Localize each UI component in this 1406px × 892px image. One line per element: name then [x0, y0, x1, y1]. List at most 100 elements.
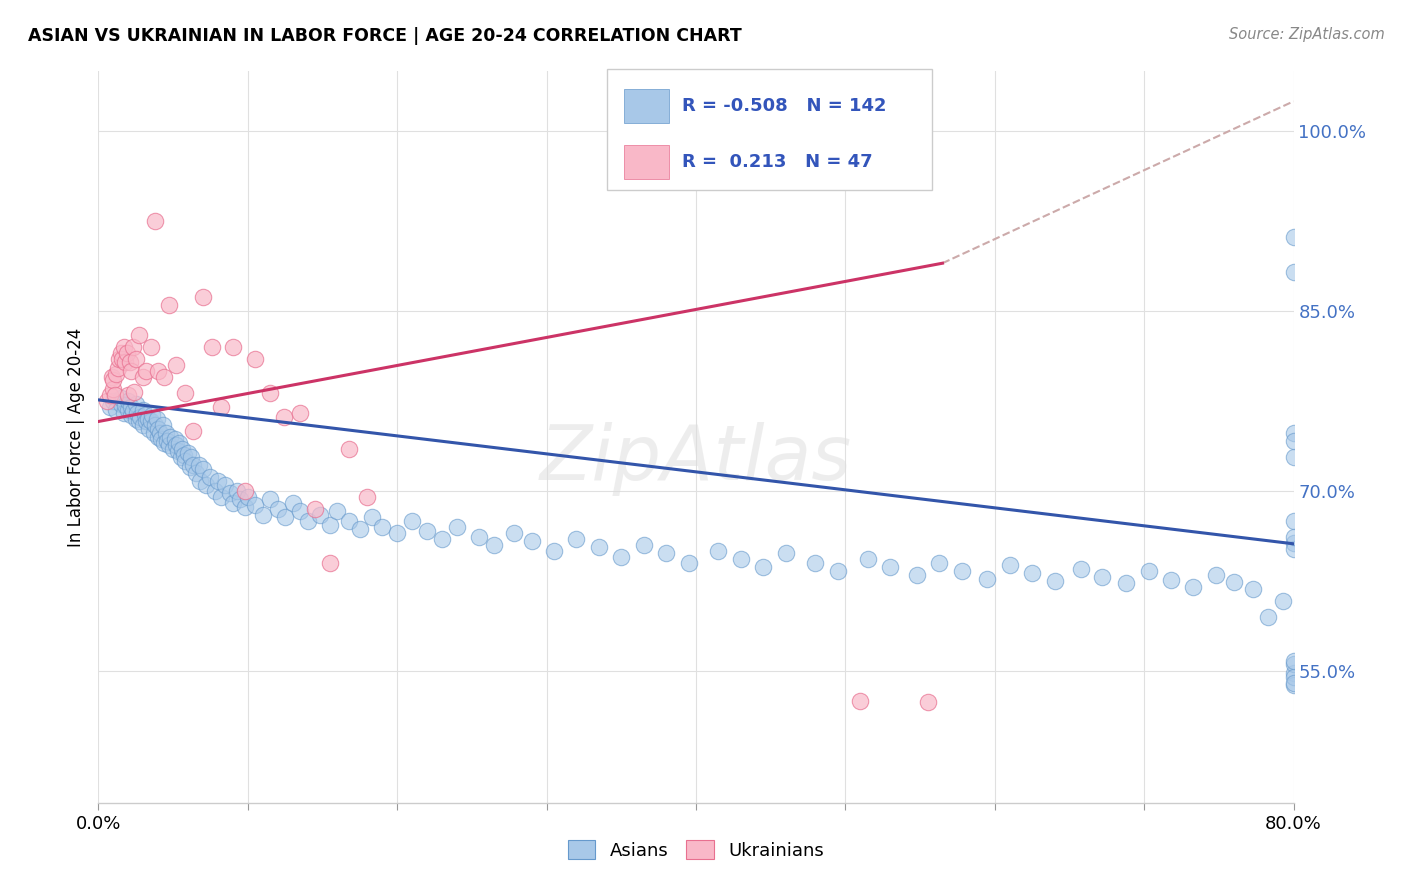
Point — [165, 358, 187, 372]
Point — [181, 458, 204, 472]
Point — [143, 418, 166, 433]
Point — [112, 406, 135, 420]
Point — [856, 552, 879, 566]
Point — [1021, 566, 1043, 580]
Point — [401, 514, 423, 528]
Point — [1282, 264, 1305, 278]
Point — [339, 514, 361, 528]
Point — [1182, 580, 1205, 594]
Point — [939, 844, 962, 858]
Point — [849, 694, 872, 708]
Point — [153, 370, 176, 384]
Point — [191, 462, 214, 476]
Point — [148, 430, 170, 444]
Point — [905, 568, 928, 582]
Point — [120, 409, 142, 423]
Point — [252, 508, 274, 522]
Point — [233, 483, 256, 498]
Point — [928, 556, 950, 570]
Point — [430, 532, 453, 546]
Point — [879, 559, 901, 574]
Point — [976, 572, 998, 586]
Point — [229, 492, 252, 507]
Point — [385, 526, 409, 541]
Point — [226, 483, 249, 498]
Point — [127, 406, 149, 420]
Point — [148, 422, 170, 436]
Point — [184, 466, 207, 480]
Point — [349, 523, 371, 537]
Point — [543, 544, 565, 558]
Point — [520, 534, 543, 549]
Point — [98, 388, 122, 402]
Point — [339, 442, 361, 456]
Point — [149, 426, 172, 441]
Point — [588, 541, 610, 555]
Point — [1282, 434, 1305, 448]
Point — [1160, 573, 1182, 587]
Point — [1282, 230, 1305, 244]
Point — [108, 352, 131, 367]
Point — [174, 454, 197, 468]
Point — [304, 502, 326, 516]
Point — [138, 422, 160, 436]
Point — [297, 514, 319, 528]
Point — [1282, 541, 1305, 556]
Point — [169, 450, 191, 465]
Point — [998, 558, 1021, 573]
Legend: Asians, Ukrainians: Asians, Ukrainians — [561, 833, 831, 867]
Point — [1282, 450, 1305, 465]
Point — [172, 442, 194, 456]
Point — [259, 492, 281, 507]
Point — [163, 433, 186, 447]
Point — [143, 214, 166, 228]
Point — [236, 490, 259, 504]
Point — [105, 367, 128, 381]
Point — [125, 396, 148, 410]
Point — [110, 391, 132, 405]
Point — [145, 412, 167, 426]
Point — [1282, 670, 1305, 684]
Point — [267, 502, 290, 516]
Point — [159, 430, 181, 444]
Point — [730, 552, 752, 566]
Point — [827, 565, 849, 579]
Point — [468, 530, 491, 544]
Point — [157, 438, 180, 452]
Point — [132, 402, 155, 417]
Point — [103, 372, 125, 386]
Point — [111, 352, 134, 367]
Point — [117, 388, 139, 402]
Point — [166, 444, 188, 458]
Point — [752, 559, 775, 574]
Text: R =  0.213   N = 47: R = 0.213 N = 47 — [682, 153, 873, 170]
Point — [319, 556, 342, 570]
Point — [129, 409, 152, 424]
Point — [502, 526, 524, 541]
Point — [177, 445, 200, 459]
Point — [416, 524, 439, 538]
Point — [201, 340, 224, 354]
Point — [222, 340, 245, 354]
Point — [153, 436, 176, 450]
Point — [259, 385, 281, 400]
Point — [1282, 657, 1305, 671]
Point — [950, 565, 973, 579]
Point — [103, 382, 125, 396]
Point — [360, 510, 382, 524]
Point — [105, 402, 128, 417]
Point — [1223, 575, 1246, 590]
Point — [214, 478, 236, 492]
Point — [125, 412, 148, 426]
Point — [117, 402, 139, 417]
Point — [678, 556, 700, 570]
Point — [610, 549, 633, 564]
Point — [150, 433, 173, 447]
Y-axis label: In Labor Force | Age 20-24: In Labor Force | Age 20-24 — [66, 327, 84, 547]
Text: R = -0.508   N = 142: R = -0.508 N = 142 — [682, 97, 886, 115]
Point — [775, 546, 797, 560]
Point — [107, 360, 129, 375]
Point — [1257, 610, 1279, 624]
Point — [1043, 574, 1066, 588]
Point — [181, 424, 204, 438]
